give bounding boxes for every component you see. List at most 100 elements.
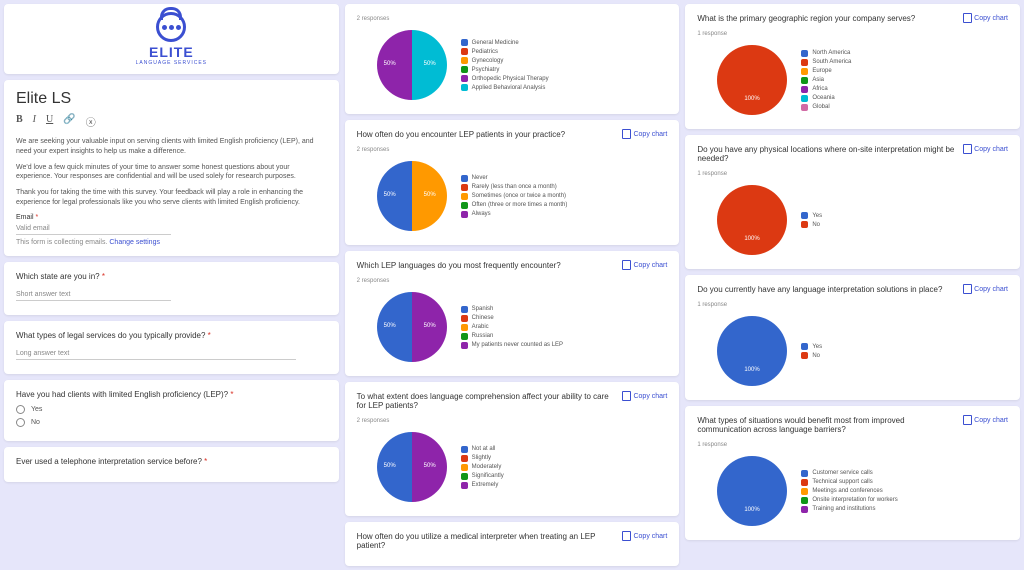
legend-item: Europe xyxy=(801,68,851,75)
chart9-legend: Customer service callsTechnical support … xyxy=(801,470,897,513)
question-state[interactable]: Which state are you in? * Short answer t… xyxy=(4,262,339,315)
legend-item: No xyxy=(801,221,822,228)
copy-chart9[interactable]: Copy chart xyxy=(964,416,1008,424)
logo-sub: LANGUAGE SERVICES xyxy=(136,60,207,66)
italic-button[interactable]: I xyxy=(33,114,36,129)
chart5-card: How often do you utilize a medical inter… xyxy=(345,522,680,566)
legend-item: No xyxy=(801,352,822,359)
legend-item: North America xyxy=(801,50,851,57)
chart6-legend: North America South America Europe Asia Afri… xyxy=(801,50,851,111)
legend-item: Pediatrics xyxy=(461,48,549,55)
underline-button[interactable]: U xyxy=(46,114,53,129)
chart6-card: What is the primary geographic region yo… xyxy=(685,4,1020,129)
form-desc-2: We'd love a few quick minutes of your ti… xyxy=(16,163,327,183)
copy-chart2[interactable]: Copy chart xyxy=(623,130,667,138)
logo-name: ELITE xyxy=(136,44,207,60)
legend-item: Chinese xyxy=(461,315,563,322)
legend-item: Asia xyxy=(801,77,851,84)
form-desc-1: We are seeking your valuable input on se… xyxy=(16,137,327,157)
state-input[interactable]: Short answer text xyxy=(16,287,171,301)
rich-text-toolbar: B I U 🔗 ⓧ xyxy=(16,114,327,129)
copy-chart8[interactable]: Copy chart xyxy=(964,285,1008,293)
question-services[interactable]: What types of legal services do you typi… xyxy=(4,321,339,374)
copy-chart6[interactable]: Copy chart xyxy=(964,14,1008,22)
legend-item: Often (three or more times a month) xyxy=(461,202,568,209)
chart7-pie: 100% xyxy=(717,185,787,255)
chart6-pie: 100% xyxy=(717,45,787,115)
chart2-title: How often do you encounter LEP patients … xyxy=(357,130,624,139)
copy-chart4[interactable]: Copy chart xyxy=(623,392,667,400)
copy-chart5[interactable]: Copy chart xyxy=(623,532,667,540)
form-desc-3: Thank you for taking the time with this … xyxy=(16,188,327,208)
legend-item: Slightly xyxy=(461,455,504,462)
legend-item: Meetings and conferences xyxy=(801,488,897,495)
chart8-card: Do you currently have any language inter… xyxy=(685,275,1020,400)
legend-item: Not at all xyxy=(461,446,504,453)
legend-item: Rarely (less than once a month) xyxy=(461,184,568,191)
legend-item: Arabic xyxy=(461,324,563,331)
chart3-title: Which LEP languages do you most frequent… xyxy=(357,261,624,270)
logo-icon xyxy=(156,12,186,42)
chart7-legend: YesNo xyxy=(801,212,822,228)
legend-item: Gynecology xyxy=(461,57,549,64)
form-title[interactable]: Elite LS xyxy=(16,90,327,108)
legend-item: Psychiatry xyxy=(461,66,549,73)
link-button[interactable]: 🔗 xyxy=(63,114,75,129)
legend-item: Russian xyxy=(461,333,563,340)
legend-item: Orthopedic Physical Therapy xyxy=(461,75,549,82)
chart3-legend: Spanish Chinese Arabic Russian My patients n… xyxy=(461,306,563,349)
legend-item: Sometimes (once or twice a month) xyxy=(461,193,568,200)
question-lep[interactable]: Have you had clients with limited Englis… xyxy=(4,380,339,441)
chart8-legend: YesNo xyxy=(801,343,822,359)
form-header-card: Elite LS B I U 🔗 ⓧ We are seeking your v… xyxy=(4,80,339,256)
copy-icon xyxy=(964,145,971,153)
clear-format-button[interactable]: ⓧ xyxy=(86,114,96,129)
email-label: Email xyxy=(16,214,34,221)
copy-chart7[interactable]: Copy chart xyxy=(964,145,1008,153)
chart4-legend: Not at allSlightlyModeratelySignificantl… xyxy=(461,446,504,489)
radio-yes[interactable]: Yes xyxy=(16,405,327,414)
legend-item: Technical support calls xyxy=(801,479,897,486)
legend-item: General Medicine xyxy=(461,39,549,46)
legend-item: Extremely xyxy=(461,482,504,489)
legend-item: Applied Behavioral Analysis xyxy=(461,84,549,91)
legend-item: Onsite interpretation for workers xyxy=(801,497,897,504)
legend-item: Training and institutions xyxy=(801,506,897,513)
chart2-card: How often do you encounter LEP patients … xyxy=(345,120,680,245)
legend-item: My patients never counted as LEP xyxy=(461,342,563,349)
chart1-card: 2 responses 50%50% General MedicinePedia… xyxy=(345,4,680,114)
logo-card: ELITE LANGUAGE SERVICES xyxy=(4,4,339,74)
q-phone-title: Ever used a telephone interpretation ser… xyxy=(16,457,202,466)
legend-item: Spanish xyxy=(461,306,563,313)
legend-item: Never xyxy=(461,175,568,182)
chart2-pie: 50%50% xyxy=(377,161,447,231)
chart9-card: What types of situations would benefit m… xyxy=(685,406,1020,540)
services-input[interactable]: Long answer text xyxy=(16,346,296,360)
chart3-pie: 50%50% xyxy=(377,292,447,362)
copy-icon xyxy=(964,285,971,293)
change-settings-link[interactable]: Change settings xyxy=(109,239,160,246)
legend-item: Africa xyxy=(801,86,851,93)
chart8-title: Do you currently have any language inter… xyxy=(697,285,964,294)
chart5-title: How often do you utilize a medical inter… xyxy=(357,532,624,550)
q-services-title: What types of legal services do you typi… xyxy=(16,331,205,340)
chart4-pie: 50%50% xyxy=(377,432,447,502)
chart7-title: Do you have any physical locations where… xyxy=(697,145,964,163)
bold-button[interactable]: B xyxy=(16,114,23,129)
chart9-title: What types of situations would benefit m… xyxy=(697,416,964,434)
question-phone[interactable]: Ever used a telephone interpretation ser… xyxy=(4,447,339,482)
legend-item: Moderately xyxy=(461,464,504,471)
copy-icon xyxy=(623,261,630,269)
chart1-pie: 50%50% xyxy=(377,30,447,100)
copy-icon xyxy=(623,392,630,400)
email-input[interactable]: Valid email xyxy=(16,221,171,235)
radio-no[interactable]: No xyxy=(16,418,327,427)
copy-icon xyxy=(623,130,630,138)
copy-chart3[interactable]: Copy chart xyxy=(623,261,667,269)
copy-icon xyxy=(964,416,971,424)
legend-item: Oceania xyxy=(801,95,851,102)
form-note: This form is collecting emails. xyxy=(16,239,107,246)
chart1-legend: General Medicine Pediatrics Gynecology Psyc… xyxy=(461,39,549,91)
legend-item: Global xyxy=(801,104,851,111)
legend-item: South America xyxy=(801,59,851,66)
